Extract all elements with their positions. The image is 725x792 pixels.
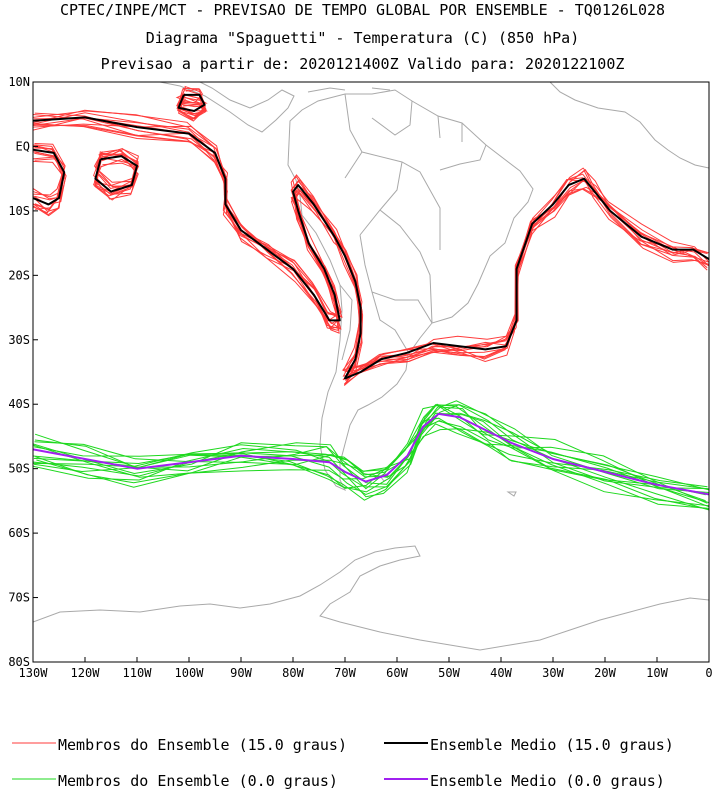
y-tick-label: EQ <box>16 139 30 153</box>
y-tick-label: 60S <box>8 526 30 540</box>
y-tick-label: 40S <box>8 397 30 411</box>
legend-swatch-members-15 <box>12 742 56 744</box>
x-tick-label: 110W <box>123 666 153 680</box>
ensemble-member-line <box>92 153 139 193</box>
axes: 130W 120W 110W 100W 90W 80W 70W 60W 50W 40W 30W 20W… <box>8 75 712 680</box>
ensemble-mean-line-15 <box>33 116 709 380</box>
x-tick-label: 120W <box>71 666 101 680</box>
y-tick-label: 20S <box>8 268 30 282</box>
y-tick-label: 30S <box>8 333 30 347</box>
legend-label-members-15: Membros do Ensemble (15.0 graus) <box>58 736 347 754</box>
ensemble-member-line <box>33 109 708 374</box>
legend-label-mean-15: Ensemble Medio (15.0 graus) <box>430 736 674 754</box>
ensemble-member-line <box>33 404 709 510</box>
ensemble-mean-line-0 <box>33 412 709 496</box>
x-tick-label: 80W <box>282 666 304 680</box>
x-tick-label: 60W <box>386 666 408 680</box>
y-tick-label: 70S <box>8 591 30 605</box>
ensemble-member-line <box>176 87 205 115</box>
ensemble-member-line <box>33 404 709 511</box>
chart-subtitle: Diagrama "Spaguetti" - Temperatura (C) (… <box>145 29 580 47</box>
ensemble-mean-line-15 <box>177 93 206 112</box>
ensemble-member-line <box>177 95 204 122</box>
x-tick-label: 0 <box>705 666 712 680</box>
falkland-islands <box>379 473 517 497</box>
country-borders <box>339 93 487 361</box>
legend-label-members-0: Membros do Ensemble (0.0 graus) <box>58 772 338 790</box>
ensemble-member-line <box>33 117 708 386</box>
chart-validity: Previsao a partir de: 2020121400Z Valido… <box>100 55 625 73</box>
ensemble-member-line <box>93 151 138 188</box>
antarctica-coast <box>33 545 709 651</box>
x-tick-label: 50W <box>438 666 460 680</box>
central-america-coast <box>159 82 295 133</box>
ensemble-member-line <box>33 152 65 198</box>
y-tick-label: 80S <box>8 655 30 669</box>
x-tick-label: 30W <box>542 666 564 680</box>
caribbean-islands <box>307 87 391 93</box>
ensemble-mean-line-15 <box>33 148 66 206</box>
coastlines-and-borders <box>33 82 709 651</box>
x-tick-label: 130W <box>19 666 49 680</box>
south-america-coast <box>287 89 534 492</box>
legend-swatch-members-0 <box>12 778 56 780</box>
ensemble-member-line <box>33 117 709 377</box>
ensemble-mean-line-15 <box>94 155 138 193</box>
ensemble-member-line <box>33 112 709 373</box>
ensemble-means <box>33 93 709 496</box>
y-tick-label: 50S <box>8 462 30 476</box>
ensemble-member-line <box>33 412 706 502</box>
legend-swatch-mean-0 <box>384 778 428 780</box>
ensemble-member-line <box>33 420 709 508</box>
legend-label-mean-0: Ensemble Medio (0.0 graus) <box>430 772 665 790</box>
africa-coast <box>549 82 709 169</box>
ensemble-member-line <box>33 144 67 216</box>
ensemble-members <box>33 85 709 511</box>
ensemble-member-line <box>33 417 709 493</box>
plot-frame <box>32 81 710 663</box>
x-tick-label: 40W <box>490 666 512 680</box>
x-tick-label: 70W <box>334 666 356 680</box>
ensemble-member-line <box>33 412 709 509</box>
y-tick-label: 10N <box>8 75 30 89</box>
legend-swatch-mean-15 <box>384 742 428 744</box>
ensemble-member-line <box>33 400 709 493</box>
x-tick-label: 90W <box>230 666 252 680</box>
ensemble-member-line <box>34 112 708 373</box>
ensemble-member-line <box>33 110 709 371</box>
y-tick-label: 10S <box>8 204 30 218</box>
x-tick-label: 10W <box>646 666 668 680</box>
chart-title: CPTEC/INPE/MCT - PREVISAO DE TEMPO GLOBA… <box>59 1 666 19</box>
x-tick-label: 20W <box>594 666 616 680</box>
x-tick-label: 100W <box>175 666 205 680</box>
ensemble-member-line <box>34 403 708 504</box>
